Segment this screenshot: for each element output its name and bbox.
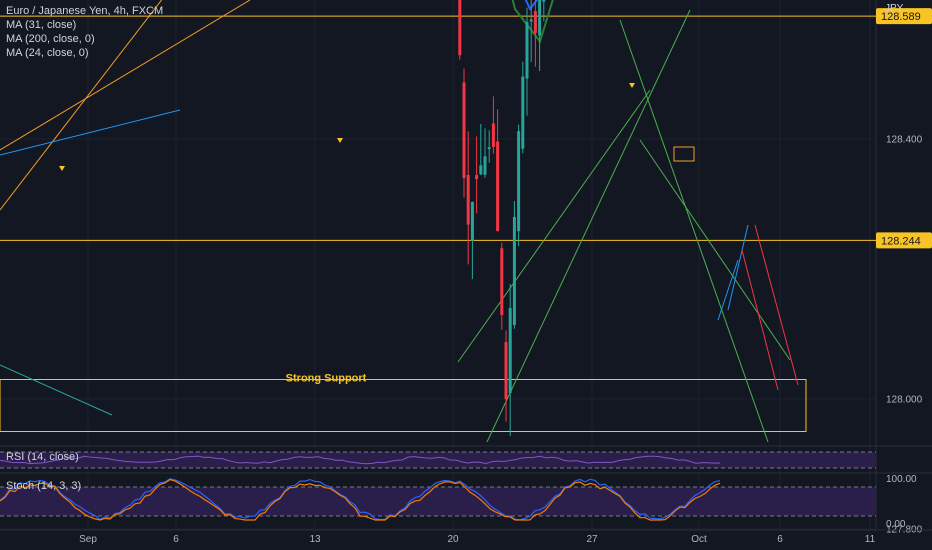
chart-legend: Euro / Japanese Yen, 4h, FXCM MA (31, cl… bbox=[6, 4, 163, 60]
highlight-box bbox=[673, 146, 695, 162]
y-tick-label: 128.400 bbox=[886, 135, 923, 146]
trend-line bbox=[0, 364, 113, 416]
x-tick-label: 13 bbox=[309, 534, 321, 545]
trend-line bbox=[639, 139, 791, 361]
x-tick-label: 6 bbox=[777, 534, 783, 545]
legend-symbol: Euro / Japanese Yen, 4h, FXCM bbox=[6, 5, 164, 17]
candle-body bbox=[500, 248, 504, 315]
x-tick-label: Oct bbox=[691, 534, 707, 545]
candle-body bbox=[508, 308, 512, 393]
projection-arrow bbox=[727, 224, 749, 311]
x-tick-label: Sep bbox=[79, 534, 97, 545]
trend-line bbox=[619, 19, 769, 443]
trend-line bbox=[0, 0, 163, 211]
candle-body bbox=[512, 217, 516, 326]
candle-body bbox=[470, 201, 474, 241]
price-tag-bg bbox=[876, 232, 932, 249]
projection-arrow bbox=[754, 224, 799, 386]
x-tick-label: 6 bbox=[173, 534, 179, 545]
trend-line bbox=[486, 9, 691, 443]
candle-body bbox=[458, 0, 462, 56]
currency-label[interactable]: JPY bbox=[885, 3, 904, 14]
candle-body bbox=[542, 0, 546, 2]
x-tick-label: 20 bbox=[447, 534, 459, 545]
stoch-d-line bbox=[0, 478, 721, 521]
candle-body bbox=[504, 342, 508, 399]
stoch-tick-label: 100.00 bbox=[886, 474, 917, 485]
candle-body bbox=[521, 76, 525, 149]
candle-body bbox=[491, 123, 495, 147]
candle-body bbox=[483, 156, 487, 175]
legend-ma31: MA (31, close) bbox=[6, 19, 77, 31]
projection-arrow bbox=[741, 249, 779, 391]
candle-body bbox=[538, 0, 542, 36]
zone-label: Strong Support bbox=[286, 373, 367, 385]
pivot-marker bbox=[629, 83, 635, 88]
stoch-band bbox=[0, 487, 876, 516]
candle-body bbox=[533, 11, 537, 34]
price-tag-label: 128.589 bbox=[881, 11, 921, 23]
legend-ma200: MA (200, close, 0) bbox=[6, 33, 95, 45]
pivot-marker bbox=[337, 138, 343, 143]
stoch-label: Stoch (14, 3, 3) bbox=[6, 480, 82, 492]
candle-body bbox=[466, 174, 470, 225]
price-tag-label: 128.244 bbox=[881, 235, 921, 247]
trend-line bbox=[457, 89, 651, 363]
rsi-line bbox=[0, 455, 721, 465]
candle-body bbox=[479, 165, 483, 175]
x-tick-label: 11 bbox=[865, 534, 876, 545]
price-tag-bg bbox=[876, 8, 932, 25]
legend-ma24: MA (24, close, 0) bbox=[6, 47, 89, 59]
x-tick-label: 27 bbox=[586, 534, 598, 545]
pivot-marker bbox=[59, 166, 65, 171]
stoch-tick-label: 0.00 bbox=[886, 519, 906, 530]
candle-body bbox=[462, 82, 466, 178]
rsi-label: RSI (14, close) bbox=[6, 451, 79, 463]
candle-body bbox=[475, 175, 479, 180]
candle-body bbox=[525, 22, 529, 79]
y-tick-label: 128.000 bbox=[886, 395, 923, 406]
stoch-k-line bbox=[0, 478, 721, 521]
support-zone bbox=[0, 379, 807, 432]
trend-line bbox=[0, 0, 251, 151]
rsi-band bbox=[0, 452, 876, 468]
projection-arrow bbox=[717, 259, 739, 321]
candle-body bbox=[529, 19, 533, 22]
trend-line bbox=[0, 109, 181, 156]
candle-body bbox=[487, 147, 491, 150]
candle-body bbox=[496, 141, 500, 231]
candle-body bbox=[517, 131, 521, 232]
